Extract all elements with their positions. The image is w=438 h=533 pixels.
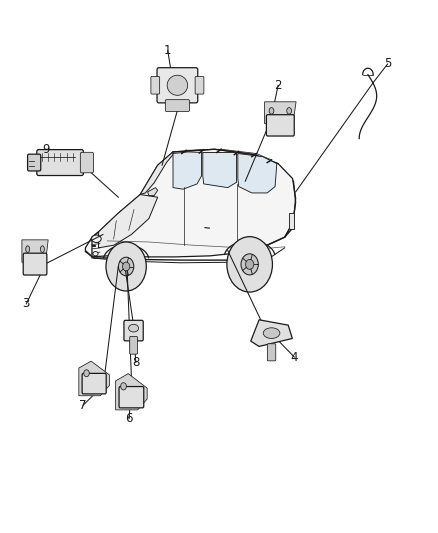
FancyBboxPatch shape [267,344,276,361]
Ellipse shape [40,246,44,253]
FancyBboxPatch shape [266,115,294,136]
Text: 7: 7 [79,399,87,411]
Ellipse shape [26,246,30,253]
Text: 1: 1 [164,44,172,57]
Polygon shape [85,149,296,257]
Text: 9: 9 [42,143,50,156]
Ellipse shape [287,108,292,114]
Text: 5: 5 [384,58,391,70]
FancyBboxPatch shape [23,253,47,275]
Polygon shape [140,152,173,195]
FancyBboxPatch shape [37,150,83,175]
Circle shape [227,237,272,292]
FancyBboxPatch shape [28,154,41,171]
Ellipse shape [167,75,187,95]
Text: 2: 2 [274,79,282,92]
FancyBboxPatch shape [151,76,159,94]
FancyBboxPatch shape [195,76,204,94]
Circle shape [241,254,258,275]
FancyBboxPatch shape [124,320,143,341]
Ellipse shape [93,252,98,256]
Ellipse shape [269,108,274,114]
Circle shape [123,262,130,271]
Polygon shape [99,195,158,248]
Polygon shape [116,374,147,410]
Ellipse shape [84,370,89,377]
Ellipse shape [263,328,280,338]
Text: 6: 6 [125,412,133,425]
Polygon shape [79,361,110,395]
Polygon shape [203,152,237,188]
Polygon shape [251,320,293,346]
Circle shape [106,242,146,291]
Bar [289,213,294,229]
Ellipse shape [129,325,138,332]
Text: 3: 3 [23,297,30,310]
Ellipse shape [92,235,101,243]
FancyBboxPatch shape [80,152,93,173]
FancyBboxPatch shape [130,336,138,354]
Polygon shape [148,188,158,196]
Polygon shape [238,154,277,193]
Ellipse shape [121,383,126,390]
Text: 4: 4 [290,351,298,364]
FancyBboxPatch shape [82,374,106,394]
Text: 8: 8 [132,356,139,369]
FancyBboxPatch shape [166,100,189,111]
FancyBboxPatch shape [119,386,144,408]
FancyBboxPatch shape [157,68,198,103]
Polygon shape [22,240,48,262]
Circle shape [119,257,134,276]
Polygon shape [265,102,296,124]
Circle shape [246,260,254,269]
Polygon shape [173,152,201,189]
